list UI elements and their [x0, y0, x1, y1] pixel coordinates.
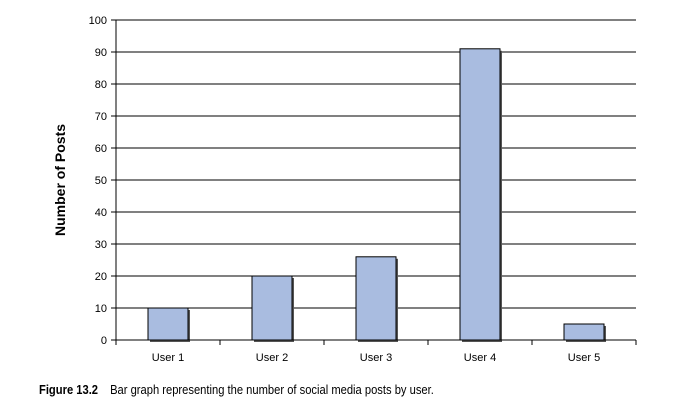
y-tick-label: 90: [95, 47, 107, 59]
y-tick-label: 50: [95, 175, 107, 187]
x-tick-label: User 4: [464, 352, 496, 364]
y-tick-label: 70: [95, 111, 107, 123]
y-tick-label: 0: [101, 335, 107, 347]
bar: [355, 256, 397, 341]
y-tick-label: 80: [95, 79, 107, 91]
x-tick-labels: User 1 User 2 User 3 User 4 User 5: [115, 340, 637, 364]
y-axis-label: Number of Posts: [52, 124, 68, 236]
bar: [147, 307, 189, 341]
grid-lines: [116, 19, 636, 309]
y-tick-label: 100: [89, 15, 107, 27]
bar: [251, 275, 293, 341]
caption-text: Bar graph representing the number of soc…: [110, 382, 434, 397]
figure-label: Figure 13.2: [39, 382, 99, 397]
y-tick-label: 60: [95, 143, 107, 155]
y-tick-labels: 0 10 20 30 40 50 60 70 80 90 100: [89, 15, 116, 347]
figure-caption: Figure 13.2 Bar graph representing the nu…: [39, 382, 434, 397]
x-tick-label: User 3: [360, 352, 392, 364]
y-tick-label: 10: [95, 303, 107, 315]
y-tick-label: 30: [95, 239, 107, 251]
x-tick-label: User 2: [256, 352, 288, 364]
x-tick-label: User 5: [568, 352, 600, 364]
bar: [459, 48, 501, 341]
bar: [563, 323, 605, 341]
x-tick-label: User 1: [152, 352, 184, 364]
y-tick-label: 40: [95, 207, 107, 219]
y-tick-label: 20: [95, 271, 107, 283]
bars: [147, 48, 606, 343]
